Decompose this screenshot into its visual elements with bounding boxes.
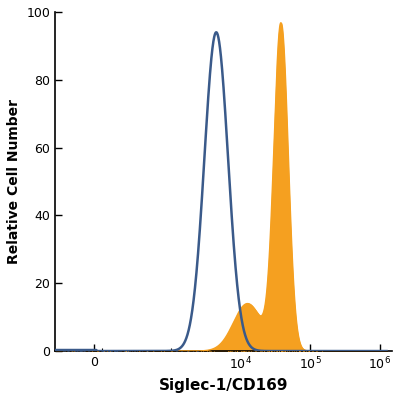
X-axis label: Siglec-1/CD169: Siglec-1/CD169: [159, 378, 288, 393]
Y-axis label: Relative Cell Number: Relative Cell Number: [7, 99, 21, 264]
